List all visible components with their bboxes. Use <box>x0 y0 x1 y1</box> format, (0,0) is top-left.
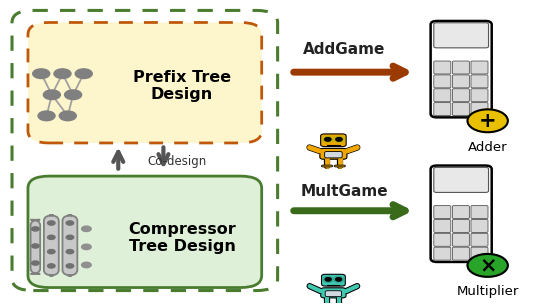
FancyBboxPatch shape <box>320 148 347 159</box>
Text: Multiplier: Multiplier <box>456 285 519 298</box>
FancyBboxPatch shape <box>471 75 488 88</box>
FancyBboxPatch shape <box>334 303 344 304</box>
FancyBboxPatch shape <box>434 89 451 102</box>
FancyBboxPatch shape <box>452 233 469 246</box>
Circle shape <box>75 69 92 78</box>
Circle shape <box>38 111 55 121</box>
FancyBboxPatch shape <box>452 206 469 219</box>
Circle shape <box>82 244 91 250</box>
Circle shape <box>66 264 74 268</box>
Circle shape <box>336 278 342 281</box>
FancyBboxPatch shape <box>471 61 488 74</box>
Circle shape <box>48 264 55 268</box>
Circle shape <box>336 137 342 141</box>
Circle shape <box>323 276 333 282</box>
FancyBboxPatch shape <box>321 274 345 286</box>
FancyBboxPatch shape <box>452 219 469 233</box>
FancyBboxPatch shape <box>28 176 262 288</box>
FancyBboxPatch shape <box>434 247 451 260</box>
FancyBboxPatch shape <box>471 102 488 116</box>
FancyBboxPatch shape <box>30 220 40 274</box>
Circle shape <box>54 69 71 78</box>
FancyBboxPatch shape <box>434 233 451 246</box>
Text: ×: × <box>479 255 497 275</box>
Circle shape <box>66 221 74 225</box>
FancyBboxPatch shape <box>452 75 469 88</box>
Circle shape <box>43 90 60 100</box>
FancyBboxPatch shape <box>452 247 469 260</box>
Circle shape <box>82 226 91 232</box>
FancyBboxPatch shape <box>62 215 77 275</box>
FancyBboxPatch shape <box>434 206 451 219</box>
FancyBboxPatch shape <box>471 247 488 260</box>
Circle shape <box>32 244 39 248</box>
Circle shape <box>333 136 344 143</box>
Circle shape <box>66 235 74 240</box>
Circle shape <box>32 261 39 265</box>
Circle shape <box>48 250 55 254</box>
FancyBboxPatch shape <box>320 134 346 147</box>
Text: Compressor
Tree Design: Compressor Tree Design <box>128 222 236 254</box>
Circle shape <box>33 69 50 78</box>
Circle shape <box>48 235 55 240</box>
FancyBboxPatch shape <box>430 166 492 262</box>
Circle shape <box>82 262 91 268</box>
FancyBboxPatch shape <box>434 168 489 192</box>
FancyBboxPatch shape <box>434 75 451 88</box>
FancyBboxPatch shape <box>471 233 488 246</box>
FancyBboxPatch shape <box>452 61 469 74</box>
Circle shape <box>467 109 508 132</box>
FancyBboxPatch shape <box>434 61 451 74</box>
FancyBboxPatch shape <box>471 89 488 102</box>
Text: MultGame: MultGame <box>300 184 388 199</box>
Circle shape <box>467 254 508 277</box>
Text: +: + <box>479 111 497 131</box>
Text: Co-design: Co-design <box>147 155 207 168</box>
Circle shape <box>59 111 76 121</box>
FancyBboxPatch shape <box>452 102 469 116</box>
FancyBboxPatch shape <box>322 303 333 304</box>
FancyBboxPatch shape <box>334 165 345 167</box>
Circle shape <box>325 137 331 141</box>
FancyBboxPatch shape <box>471 206 488 219</box>
Text: AddGame: AddGame <box>303 42 385 57</box>
Circle shape <box>325 278 331 281</box>
Circle shape <box>322 136 333 143</box>
Circle shape <box>65 90 82 100</box>
FancyBboxPatch shape <box>471 219 488 233</box>
FancyBboxPatch shape <box>452 89 469 102</box>
FancyBboxPatch shape <box>434 23 489 48</box>
Text: Adder: Adder <box>468 141 507 154</box>
FancyBboxPatch shape <box>28 22 262 143</box>
FancyBboxPatch shape <box>44 215 59 275</box>
Circle shape <box>333 276 344 282</box>
Text: Prefix Tree
Design: Prefix Tree Design <box>133 70 231 102</box>
FancyBboxPatch shape <box>434 219 451 233</box>
FancyBboxPatch shape <box>321 165 333 167</box>
Circle shape <box>66 250 74 254</box>
FancyBboxPatch shape <box>434 102 451 116</box>
FancyBboxPatch shape <box>325 291 342 297</box>
FancyBboxPatch shape <box>321 288 346 298</box>
Circle shape <box>48 221 55 225</box>
FancyBboxPatch shape <box>430 21 492 117</box>
FancyBboxPatch shape <box>325 152 342 158</box>
Circle shape <box>32 227 39 231</box>
